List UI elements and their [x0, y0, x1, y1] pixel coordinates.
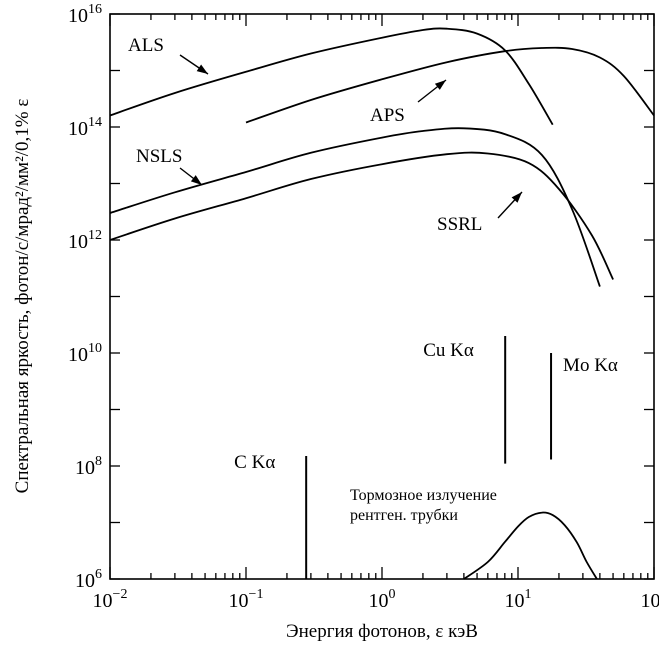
- series-als-curve: [109, 27, 554, 126]
- x-tick-exponent: 0: [389, 587, 396, 602]
- ssrl-arrow-head: [511, 192, 522, 203]
- series-ssrl-curve: [109, 151, 614, 280]
- nsls-arrow-head: [190, 175, 202, 185]
- axis-ticks-layer: 10−210−11001011021061081010101210141016: [68, 2, 659, 612]
- series-aps-curve: [245, 46, 655, 124]
- x-tick-label: 100: [369, 587, 396, 612]
- y-tick-label: 1012: [68, 228, 102, 253]
- x-tick-label: 10−2: [93, 587, 128, 612]
- als-arrow-head: [196, 64, 208, 74]
- y-tick-base: 10: [68, 231, 88, 253]
- reference-lines-layer: [305, 335, 553, 579]
- y-tick-exponent: 6: [95, 567, 102, 582]
- series-xray-tube-curve: [463, 511, 598, 580]
- x-tick-base: 10: [641, 590, 659, 612]
- y-tick-base: 10: [68, 118, 88, 140]
- x-tick-label: 10−1: [229, 587, 264, 612]
- x-tick-label: 101: [505, 587, 532, 612]
- y-tick-base: 10: [75, 570, 95, 592]
- y-tick-label: 108: [75, 454, 102, 479]
- series-label-nsls: NSLS: [136, 146, 182, 167]
- x-tick-base: 10: [369, 590, 389, 612]
- series-nsls-curve: [109, 127, 601, 287]
- x-tick-base: 10: [229, 590, 249, 612]
- y-tick-exponent: 10: [88, 341, 102, 356]
- ref-line-label: Cu Kα: [423, 340, 474, 361]
- x-tick-exponent: −1: [249, 587, 264, 602]
- series-label-als: ALS: [128, 35, 164, 56]
- y-tick-exponent: 14: [88, 115, 102, 130]
- x-tick-exponent: −2: [113, 587, 128, 602]
- y-axis-title: Спектральная яркость, фотон/с/мрад²/мм²/…: [12, 99, 33, 494]
- x-axis-title: Энергия фотонов, ε кэВ: [286, 621, 478, 642]
- series-label-xray-tube: рентген. трубки: [350, 507, 458, 524]
- y-tick-label: 1016: [68, 2, 102, 27]
- y-tick-label: 1010: [68, 341, 102, 366]
- y-tick-label: 106: [75, 567, 102, 592]
- labels-layer: C Kα Cu Kα Mo Kα ALS APS NSLS SSRL Тормозное из…: [128, 35, 618, 524]
- y-tick-exponent: 8: [95, 454, 102, 469]
- series-label-aps: APS: [370, 105, 405, 126]
- x-tick-base: 10: [505, 590, 525, 612]
- ref-line-label: Mo Kα: [563, 355, 618, 376]
- x-tick-exponent: 1: [525, 587, 532, 602]
- y-tick-label: 1014: [68, 115, 102, 140]
- curves-layer: [109, 27, 655, 580]
- series-label-xray-tube: Тормозное излучение: [350, 487, 497, 504]
- y-tick-base: 10: [68, 344, 88, 366]
- plot-frame: [109, 13, 655, 580]
- y-tick-exponent: 12: [88, 228, 102, 243]
- y-tick-base: 10: [68, 5, 88, 27]
- y-tick-exponent: 16: [88, 2, 102, 17]
- ref-line-label: C Kα: [234, 452, 275, 473]
- series-label-ssrl: SSRL: [437, 214, 482, 235]
- aps-arrow-head: [434, 80, 446, 90]
- x-tick-base: 10: [93, 590, 113, 612]
- x-tick-label: 102: [641, 587, 659, 612]
- y-tick-base: 10: [75, 457, 95, 479]
